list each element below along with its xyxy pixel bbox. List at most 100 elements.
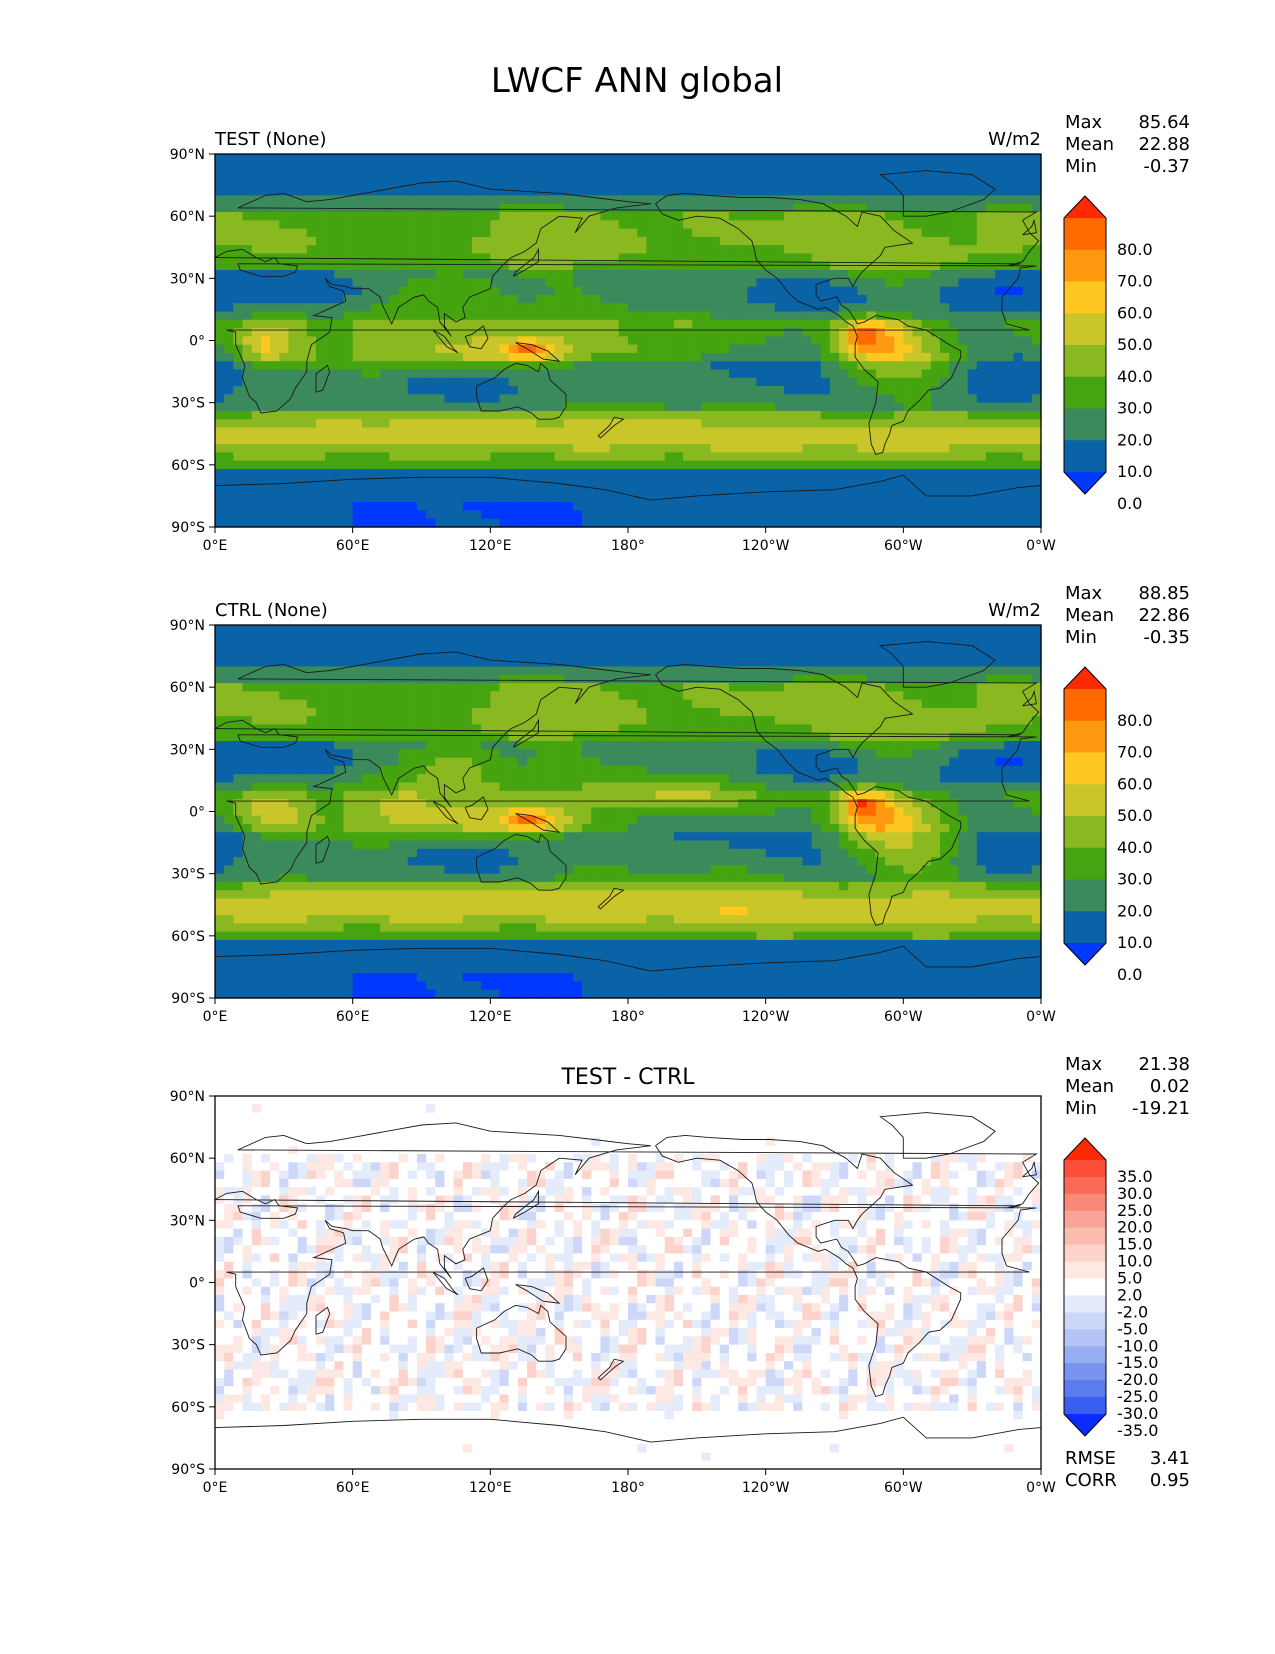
- map-cell: [894, 428, 904, 437]
- map-cell: [243, 642, 253, 651]
- map-cell: [252, 311, 262, 320]
- map-cell: [793, 370, 803, 379]
- map-cell: [316, 237, 326, 246]
- map-cell: [444, 311, 454, 320]
- map-cell: [610, 162, 620, 171]
- map-cell: [426, 212, 436, 221]
- map-cell: [775, 494, 785, 503]
- map-cell: [1013, 403, 1023, 412]
- map-cell: [600, 469, 610, 478]
- map-cell: [665, 229, 675, 238]
- map-cell: [343, 287, 353, 296]
- map-cell: [353, 295, 363, 304]
- map-cell: [371, 212, 381, 221]
- map-cell: [536, 378, 546, 387]
- map-cell: [729, 452, 739, 461]
- map-cell: [270, 691, 280, 700]
- map-cell: [343, 386, 353, 395]
- map-cell: [600, 278, 610, 287]
- map-cell: [435, 295, 445, 304]
- map-cell: [692, 378, 702, 387]
- map-cell: [894, 486, 904, 495]
- map-cell: [784, 204, 794, 213]
- map-cell: [610, 477, 620, 486]
- map-cell: [371, 633, 381, 642]
- map-cell: [233, 666, 243, 675]
- map-cell: [619, 403, 629, 412]
- map-cell: [738, 195, 748, 204]
- map-cell: [656, 486, 666, 495]
- map-cell: [490, 700, 500, 709]
- map-cell: [674, 510, 684, 519]
- map-cell: [637, 625, 647, 634]
- map-cell: [812, 461, 822, 470]
- map-cell: [454, 212, 464, 221]
- map-cell: [968, 502, 978, 511]
- map-cell: [848, 510, 858, 519]
- map-cell: [894, 633, 904, 642]
- map-cell: [362, 633, 372, 642]
- map-cell: [848, 311, 858, 320]
- map-cell: [408, 386, 418, 395]
- map-cell: [591, 336, 601, 345]
- map-cell: [775, 212, 785, 221]
- map-cell: [949, 187, 959, 196]
- map-cell: [380, 162, 390, 171]
- map-cell: [867, 303, 877, 312]
- map-cell: [334, 428, 344, 437]
- map-cell: [389, 320, 399, 329]
- map-cell: [784, 303, 794, 312]
- map-cell: [867, 179, 877, 188]
- map-cell: [885, 519, 895, 528]
- map-cell: [931, 683, 941, 692]
- map-cell: [224, 386, 234, 395]
- map-cell: [656, 171, 666, 180]
- map-cell: [729, 245, 739, 254]
- map-cell: [995, 328, 1005, 337]
- map-cell: [298, 386, 308, 395]
- map-cell: [637, 345, 647, 354]
- map-cell: [922, 642, 932, 651]
- map-cell: [1004, 328, 1014, 337]
- map-cell: [454, 486, 464, 495]
- map-cell: [683, 666, 693, 675]
- map-cell: [472, 469, 482, 478]
- map-cell: [582, 154, 592, 163]
- map-cell: [555, 700, 565, 709]
- map-cell: [793, 220, 803, 229]
- map-cell: [747, 220, 757, 229]
- map-cell: [270, 303, 280, 312]
- map-cell: [500, 519, 510, 528]
- map-cell: [619, 452, 629, 461]
- map-cell: [839, 262, 849, 271]
- map-cell: [867, 658, 877, 667]
- map-cell: [949, 361, 959, 370]
- map-cell: [784, 245, 794, 254]
- map-cell: [894, 386, 904, 395]
- map-cell: [343, 336, 353, 345]
- map-cell: [555, 195, 565, 204]
- map-cell: [995, 642, 1005, 651]
- map-cell: [426, 486, 436, 495]
- map-cell: [233, 212, 243, 221]
- map-cell: [279, 666, 289, 675]
- map-cell: [1023, 469, 1033, 478]
- map-cell: [775, 370, 785, 379]
- map-cell: [784, 469, 794, 478]
- map-cell: [977, 461, 987, 470]
- map-cell: [720, 345, 730, 354]
- map-cell: [665, 486, 675, 495]
- map-cell: [490, 419, 500, 428]
- map-cell: [1013, 171, 1023, 180]
- map-cell: [977, 378, 987, 387]
- map-cell: [444, 519, 454, 528]
- map-cell: [380, 154, 390, 163]
- map-cell: [701, 270, 711, 279]
- map-cell: [848, 494, 858, 503]
- map-cell: [738, 494, 748, 503]
- map-cell: [252, 386, 262, 395]
- map-cell: [454, 370, 464, 379]
- map-cell: [665, 502, 675, 511]
- map-cell: [288, 287, 298, 296]
